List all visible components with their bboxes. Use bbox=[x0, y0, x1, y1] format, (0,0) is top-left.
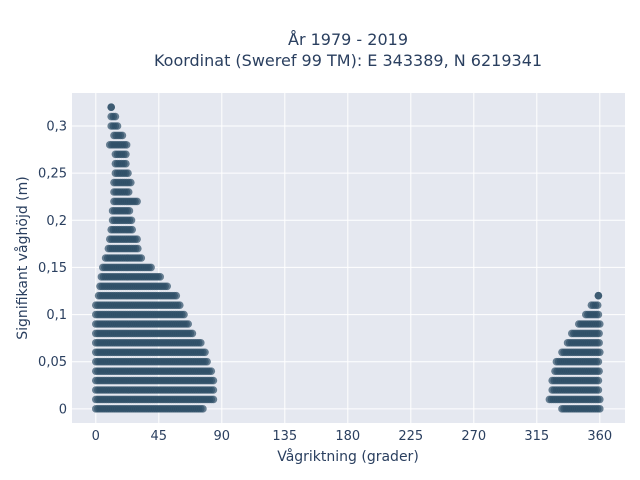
data-point bbox=[197, 339, 205, 347]
data-point bbox=[122, 150, 130, 159]
data-point bbox=[184, 320, 192, 328]
data-point bbox=[593, 301, 602, 309]
data-point bbox=[172, 291, 181, 300]
data-point bbox=[127, 178, 135, 187]
data-point bbox=[133, 235, 141, 243]
data-point bbox=[209, 386, 218, 394]
x-tick-label: 270 bbox=[461, 429, 486, 444]
data-points bbox=[92, 103, 604, 413]
x-tick-label: 90 bbox=[214, 429, 231, 444]
data-point bbox=[122, 141, 131, 149]
chart-title-line-2: Koordinat (Sweref 99 TM): E 343389, N 62… bbox=[154, 51, 542, 70]
data-point bbox=[596, 405, 604, 413]
data-point bbox=[128, 225, 136, 234]
data-point bbox=[594, 291, 603, 300]
x-tick-label: 135 bbox=[272, 429, 297, 444]
data-point bbox=[594, 376, 603, 385]
data-point bbox=[176, 301, 184, 309]
chart-title-line-1: År 1979 - 2019 bbox=[288, 30, 408, 49]
data-point bbox=[137, 254, 146, 262]
data-point bbox=[180, 310, 188, 319]
x-tick-label: 180 bbox=[335, 429, 360, 444]
data-point bbox=[595, 367, 603, 375]
data-point bbox=[596, 395, 604, 404]
data-point bbox=[596, 348, 604, 357]
data-point bbox=[209, 376, 218, 385]
y-tick-label: 0,1 bbox=[46, 308, 67, 323]
x-tick-label: 45 bbox=[151, 429, 168, 444]
data-point bbox=[107, 103, 115, 111]
data-point bbox=[594, 310, 603, 319]
y-tick-label: 0,25 bbox=[38, 167, 67, 182]
y-tick-label: 0 bbox=[59, 402, 67, 417]
x-tick-label: 360 bbox=[587, 429, 612, 444]
x-axis-ticks: 0 45 90 135 180 225 270 315 360 bbox=[92, 429, 613, 444]
data-point bbox=[124, 188, 133, 196]
data-point bbox=[594, 386, 603, 394]
data-point bbox=[133, 197, 141, 206]
data-point bbox=[594, 357, 603, 366]
data-point bbox=[596, 320, 604, 328]
y-tick-label: 0,3 bbox=[46, 120, 67, 135]
data-point bbox=[203, 357, 211, 366]
data-point bbox=[207, 367, 216, 375]
data-point bbox=[134, 244, 142, 253]
y-tick-label: 0,2 bbox=[46, 214, 67, 229]
x-tick-label: 315 bbox=[524, 429, 549, 444]
data-point bbox=[124, 169, 132, 177]
y-tick-label: 0,05 bbox=[38, 355, 67, 370]
y-axis-title: Signifikant våghöjd (m) bbox=[14, 176, 31, 339]
data-point bbox=[199, 405, 207, 413]
data-point bbox=[156, 273, 164, 281]
data-point bbox=[111, 112, 120, 121]
data-point bbox=[122, 159, 130, 168]
data-point bbox=[201, 348, 209, 357]
x-tick-label: 225 bbox=[398, 429, 423, 444]
y-axis-ticks: 0 0,05 0,1 0,15 0,2 0,25 0,3 bbox=[38, 120, 67, 418]
data-point bbox=[163, 282, 171, 291]
data-point bbox=[595, 329, 603, 338]
data-point bbox=[127, 216, 136, 225]
data-point bbox=[118, 131, 127, 140]
data-point bbox=[595, 339, 603, 347]
data-point bbox=[209, 395, 218, 404]
x-axis-title: Vågriktning (grader) bbox=[277, 448, 419, 465]
data-point bbox=[188, 329, 197, 338]
data-point bbox=[147, 263, 155, 272]
y-tick-label: 0,15 bbox=[38, 261, 67, 276]
data-point bbox=[125, 207, 134, 215]
x-tick-label: 0 bbox=[92, 429, 100, 444]
gridlines bbox=[72, 93, 625, 423]
data-point bbox=[113, 122, 122, 130]
